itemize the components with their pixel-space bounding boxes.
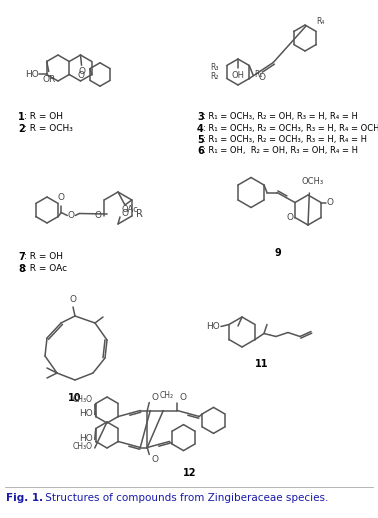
Text: Fig. 1.: Fig. 1.: [6, 493, 43, 503]
Text: OAc: OAc: [121, 205, 138, 214]
Text: O: O: [58, 194, 65, 203]
Text: : R₁ = OCH₃, R₂ = OH, R₃ = H, R₄ = H: : R₁ = OCH₃, R₂ = OH, R₃ = H, R₄ = H: [203, 112, 358, 121]
Text: O: O: [78, 67, 85, 76]
Text: : R₁ = OCH₃, R₂ = OCH₃, R₃ = H, R₄ = H: : R₁ = OCH₃, R₂ = OCH₃, R₃ = H, R₄ = H: [203, 135, 367, 144]
Text: R₁: R₁: [254, 70, 263, 79]
Text: O: O: [70, 295, 76, 304]
Text: CH₃O: CH₃O: [73, 395, 93, 404]
Text: : R = OCH₃: : R = OCH₃: [24, 124, 73, 133]
Text: : R₁ = OCH₃, R₂ = OCH₃, R₃ = H, R₄ = OCH₃: : R₁ = OCH₃, R₂ = OCH₃, R₃ = H, R₄ = OCH…: [203, 123, 378, 133]
Text: O: O: [77, 71, 84, 80]
Text: 7: 7: [18, 252, 25, 262]
Text: R₂: R₂: [210, 72, 219, 81]
Text: HO: HO: [79, 409, 93, 419]
Text: O: O: [151, 393, 158, 401]
Text: : R = OH: : R = OH: [24, 252, 63, 261]
Text: HO: HO: [206, 322, 220, 331]
Text: : R₁ = OH,  R₂ = OH, R₃ = OH, R₄ = H: : R₁ = OH, R₂ = OH, R₃ = OH, R₄ = H: [203, 147, 358, 155]
Text: O: O: [327, 198, 334, 207]
Text: CH₃O: CH₃O: [73, 442, 93, 451]
Text: O: O: [68, 211, 75, 220]
Text: OH: OH: [231, 71, 245, 80]
Text: OCH₃: OCH₃: [301, 177, 324, 186]
Text: CH₂: CH₂: [159, 391, 174, 399]
Text: 6: 6: [197, 147, 204, 156]
Text: R: R: [136, 209, 143, 219]
Text: Structures of compounds from Zingiberaceae species.: Structures of compounds from Zingiberace…: [42, 493, 328, 503]
Text: 11: 11: [255, 359, 269, 369]
Text: : R = OH: : R = OH: [24, 112, 63, 121]
Text: R₄: R₄: [317, 17, 325, 26]
Text: 5: 5: [197, 135, 204, 145]
Text: 1: 1: [18, 112, 25, 122]
Text: R₃: R₃: [210, 63, 219, 72]
Text: 3: 3: [197, 112, 204, 122]
Text: 8: 8: [18, 264, 25, 274]
Text: O: O: [179, 393, 186, 401]
Text: O: O: [121, 209, 129, 218]
Text: 9: 9: [275, 248, 281, 258]
Text: 4: 4: [197, 123, 204, 134]
Text: O: O: [151, 455, 158, 465]
Text: HO: HO: [79, 435, 93, 443]
Text: O: O: [94, 211, 101, 221]
Text: 2: 2: [18, 124, 25, 134]
Text: OR: OR: [42, 75, 55, 83]
Text: O: O: [286, 213, 293, 222]
Text: O: O: [258, 73, 265, 82]
Text: 10: 10: [68, 393, 82, 403]
Text: HO: HO: [25, 70, 39, 79]
Text: : R = OAc: : R = OAc: [24, 264, 67, 273]
Text: 12: 12: [183, 468, 197, 478]
